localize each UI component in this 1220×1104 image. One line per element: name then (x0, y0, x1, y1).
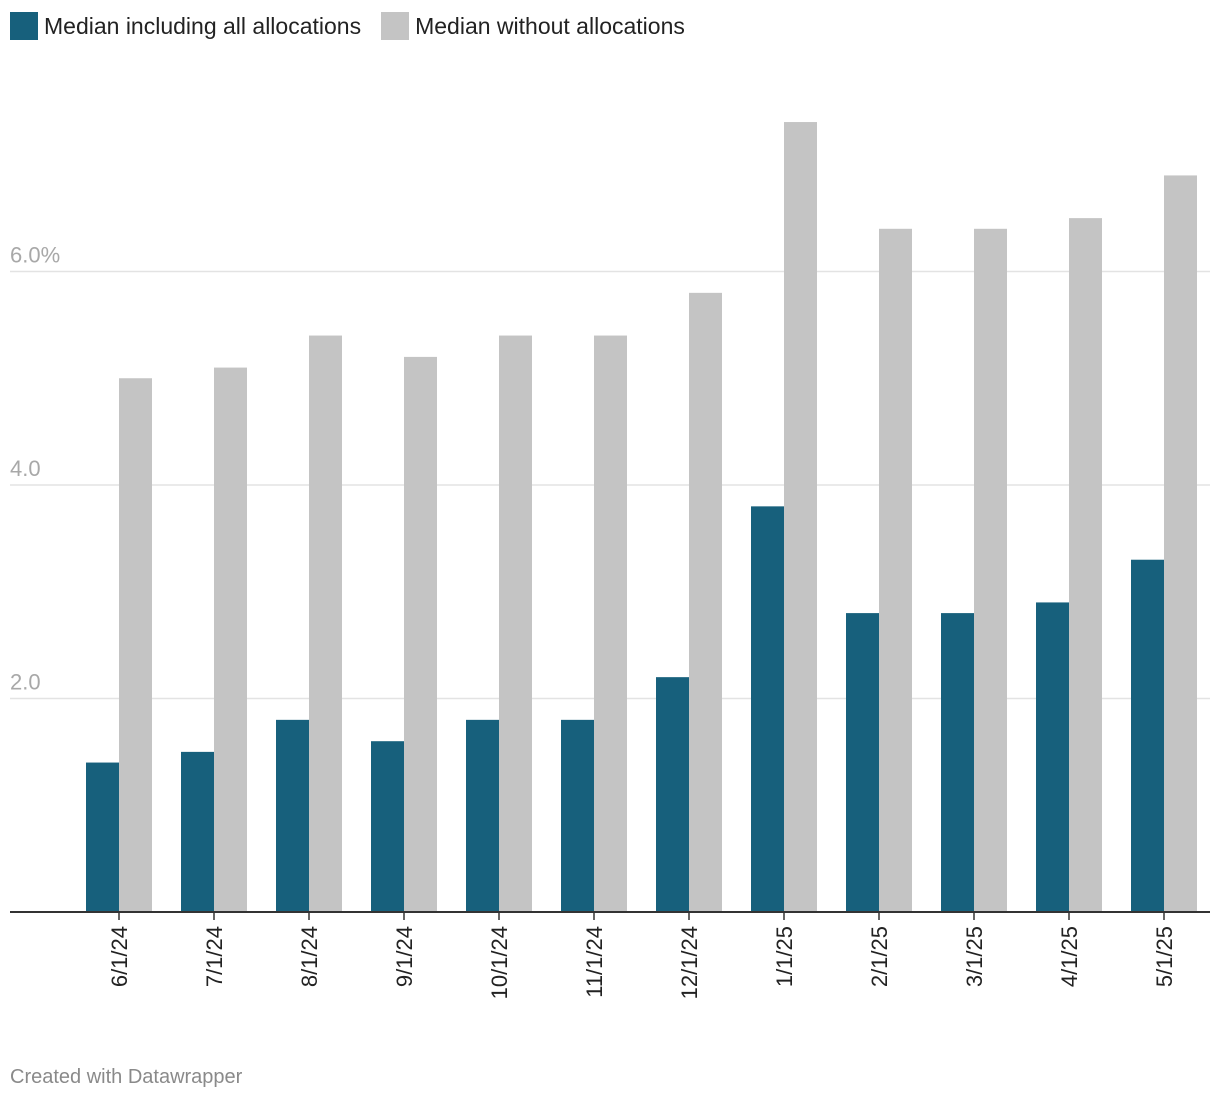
bar-without-7 (784, 122, 817, 913)
x-tick-label-5: 11/1/24 (582, 926, 607, 998)
bar-including-2 (276, 719, 309, 912)
bar-including-11 (1131, 559, 1164, 912)
bar-including-10 (1036, 602, 1069, 912)
bar-without-10 (1069, 218, 1102, 912)
x-tick-label-9: 3/1/25 (962, 926, 987, 987)
footer-credit: Created with Datawrapper (10, 1066, 243, 1088)
x-tick-label-1: 7/1/24 (202, 926, 227, 987)
bar-without-3 (404, 356, 437, 912)
y-tick-label-1: 4.0 (10, 456, 41, 481)
bar-including-9 (941, 613, 974, 912)
x-tick-label-3: 9/1/24 (392, 926, 417, 987)
bar-without-2 (309, 335, 342, 912)
bar-without-0 (119, 378, 152, 912)
x-tick-label-4: 10/1/24 (487, 926, 512, 999)
x-tick-label-8: 2/1/25 (867, 926, 892, 987)
bar-including-5 (561, 719, 594, 912)
legend-item-without: Median without allocations (381, 12, 685, 40)
y-tick-label-2: 6.0% (10, 243, 60, 268)
bar-without-1 (214, 367, 247, 912)
x-tick-label-6: 12/1/24 (677, 926, 702, 999)
legend-label-including: Median including all allocations (44, 12, 362, 39)
bar-without-6 (689, 292, 722, 913)
legend-swatch-without (381, 12, 410, 40)
legend-item-including: Median including all allocations (10, 12, 361, 40)
bar-without-8 (879, 228, 912, 913)
bar-including-4 (466, 719, 499, 912)
bar-including-0 (86, 762, 119, 912)
bar-including-7 (751, 506, 784, 912)
legend: Median including all allocations Median … (10, 12, 685, 40)
bar-including-6 (656, 677, 689, 912)
x-tick-label-11: 5/1/25 (1152, 926, 1177, 987)
bar-including-8 (846, 613, 879, 912)
bar-without-9 (974, 228, 1007, 913)
x-tick-label-0: 6/1/24 (107, 926, 132, 987)
x-tick-label-2: 8/1/24 (297, 926, 322, 987)
legend-label-without: Median without allocations (415, 12, 685, 39)
x-tick-label-10: 4/1/25 (1057, 926, 1082, 987)
bar-without-5 (594, 335, 627, 912)
bar-without-4 (499, 335, 532, 912)
bar-including-1 (181, 751, 214, 912)
legend-swatch-including (10, 12, 38, 40)
y-tick-label-0: 2.0 (10, 670, 41, 695)
bar-without-11 (1164, 175, 1197, 913)
x-tick-label-7: 1/1/25 (772, 926, 797, 987)
bar-including-3 (371, 741, 404, 912)
